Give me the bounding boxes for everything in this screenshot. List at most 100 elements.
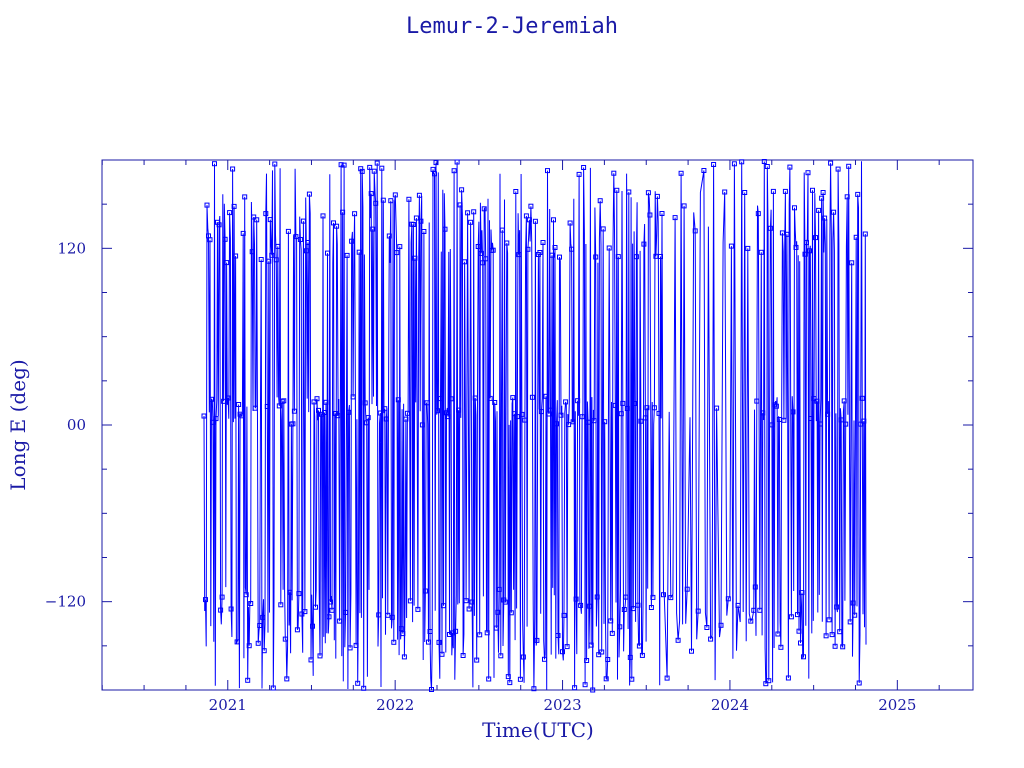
data-point	[647, 212, 653, 218]
data-point	[352, 211, 358, 217]
data-point	[261, 648, 267, 654]
data-point	[704, 625, 710, 630]
data-point	[234, 639, 240, 645]
data-point	[300, 218, 306, 224]
data-point	[758, 249, 764, 255]
data-point	[291, 408, 297, 414]
data-point	[344, 252, 350, 258]
data-point	[852, 612, 858, 618]
data-point	[725, 596, 731, 602]
data-point	[273, 257, 279, 263]
data-point	[270, 685, 276, 691]
data-point	[406, 196, 412, 202]
data-point	[557, 254, 562, 260]
data-point	[689, 648, 694, 654]
data-point	[249, 249, 255, 255]
data-point	[328, 599, 333, 605]
data-point	[240, 230, 246, 236]
data-point	[350, 394, 356, 400]
data-point	[834, 604, 840, 610]
data-point	[828, 160, 834, 166]
data-point	[767, 225, 773, 231]
data-point	[701, 168, 707, 173]
data-point	[569, 246, 575, 252]
data-point	[368, 191, 374, 197]
data-point	[612, 402, 618, 408]
data-point	[823, 633, 829, 639]
series-line	[203, 161, 867, 691]
data-point	[820, 190, 826, 195]
data-point	[645, 190, 651, 196]
data-point	[424, 400, 430, 406]
data-point	[847, 619, 853, 625]
data-point	[251, 214, 257, 220]
data-point	[859, 395, 865, 401]
data-point	[784, 231, 790, 237]
data-point	[814, 398, 820, 404]
data-point	[245, 677, 251, 683]
data-point	[770, 188, 776, 194]
data-point	[718, 622, 724, 628]
data-point	[582, 682, 588, 688]
data-point	[594, 594, 600, 600]
data-point	[278, 602, 284, 608]
data-point	[248, 601, 254, 606]
data-point	[623, 594, 629, 600]
data-point	[754, 398, 760, 404]
data-point	[650, 594, 656, 600]
data-point	[493, 625, 499, 631]
data-point	[227, 210, 233, 216]
data-point	[588, 642, 594, 648]
data-point	[656, 410, 662, 416]
data-point	[632, 401, 638, 406]
data-point	[275, 243, 281, 249]
data-point	[403, 416, 409, 422]
data-point	[216, 222, 222, 228]
data-point	[483, 256, 489, 262]
x-axis-label: Time(UTC)	[482, 718, 594, 742]
data-point	[364, 420, 370, 426]
data-point	[617, 624, 623, 630]
data-point	[855, 191, 861, 197]
data-point	[532, 218, 538, 224]
data-point	[478, 250, 484, 256]
data-point	[294, 627, 300, 633]
data-point	[343, 609, 349, 615]
data-point	[466, 606, 472, 612]
data-point	[620, 400, 626, 406]
data-point	[207, 237, 213, 243]
data-point	[508, 610, 514, 616]
data-point	[807, 248, 812, 254]
data-point	[785, 675, 791, 681]
data-point	[516, 252, 522, 258]
data-point	[306, 191, 312, 197]
data-point	[459, 187, 465, 193]
data-point	[398, 626, 404, 632]
data-point	[296, 591, 302, 597]
data-point	[474, 657, 480, 663]
data-point	[426, 639, 431, 645]
data-point	[472, 395, 478, 401]
data-point	[805, 170, 811, 176]
data-point	[495, 609, 501, 615]
data-point	[438, 396, 443, 402]
y-tick-label: −120	[45, 593, 86, 611]
data-point	[210, 419, 216, 425]
data-point	[222, 236, 228, 242]
data-point	[850, 600, 856, 606]
data-point	[239, 413, 245, 419]
data-point	[802, 251, 808, 257]
data-point	[492, 400, 498, 405]
data-point	[606, 245, 612, 251]
data-point	[596, 652, 602, 658]
data-point	[840, 644, 846, 650]
data-point	[695, 608, 701, 614]
data-point	[735, 602, 741, 608]
data-point	[576, 171, 582, 177]
data-point	[221, 398, 227, 404]
data-point	[460, 653, 466, 658]
data-point	[305, 240, 311, 245]
data-point	[471, 209, 477, 215]
data-point	[528, 203, 534, 209]
data-point	[323, 399, 329, 405]
